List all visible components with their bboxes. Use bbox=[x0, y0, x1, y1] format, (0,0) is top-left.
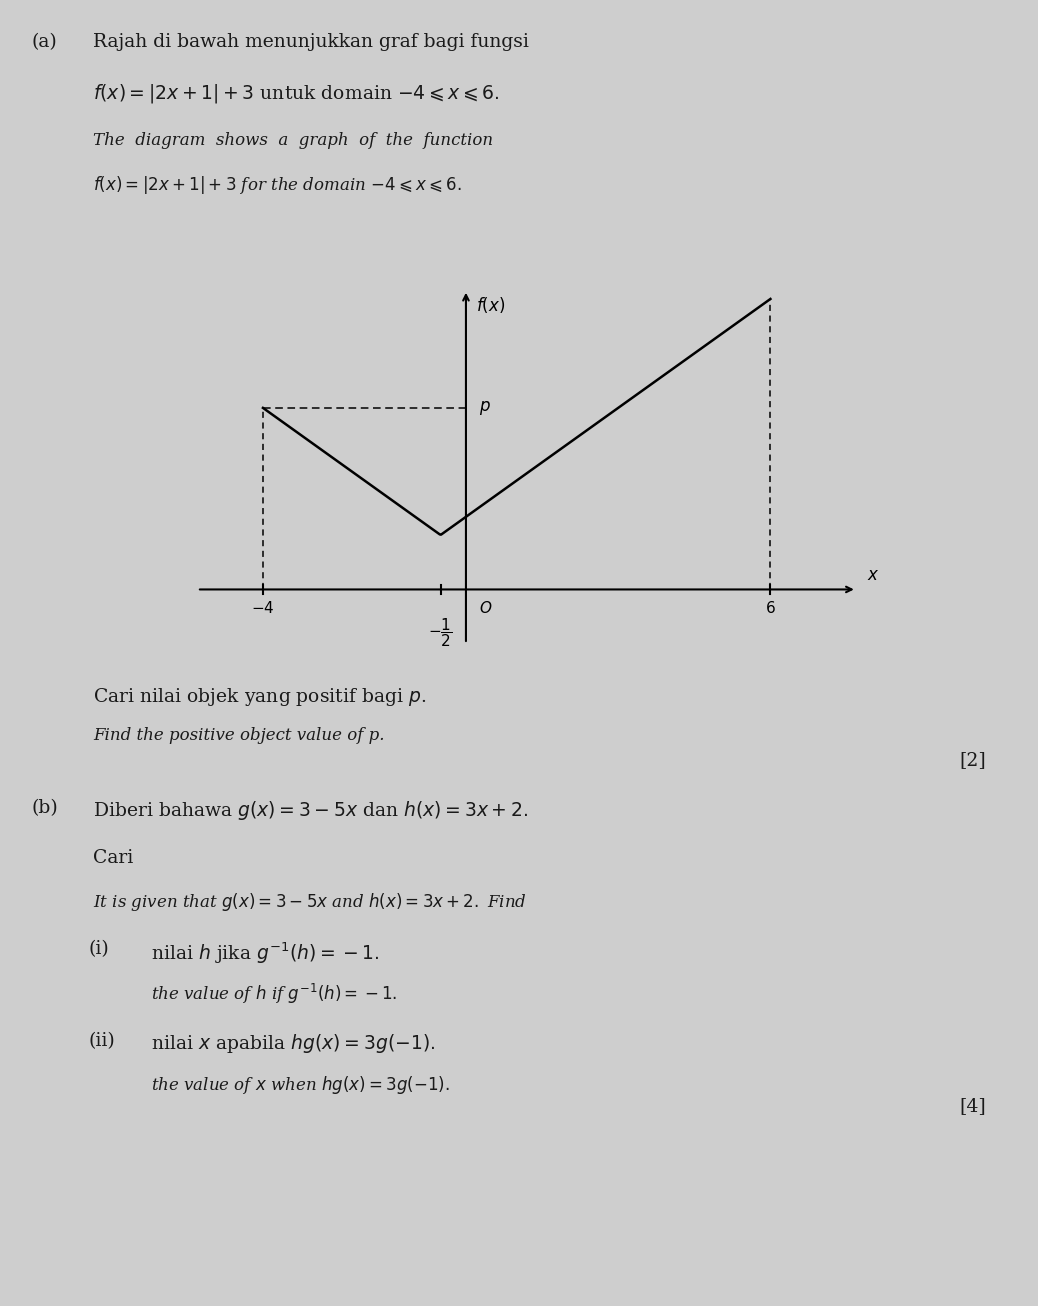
Text: $f(x) = |2x + 1| + 3$ untuk domain $-4 \leqslant x \leqslant 6.$: $f(x) = |2x + 1| + 3$ untuk domain $-4 \… bbox=[93, 82, 500, 106]
Text: (ii): (ii) bbox=[88, 1032, 115, 1050]
Text: $f(x) = |2x + 1| + 3$ for the domain $-4 \leqslant x \leqslant 6.$: $f(x) = |2x + 1| + 3$ for the domain $-4… bbox=[93, 174, 462, 196]
Text: $p$: $p$ bbox=[479, 398, 491, 417]
Text: nilai $h$ jika $g^{-1}(h) = -1.$: nilai $h$ jika $g^{-1}(h) = -1.$ bbox=[151, 940, 379, 966]
Text: the value of $h$ if $g^{-1}(h) = -1.$: the value of $h$ if $g^{-1}(h) = -1.$ bbox=[151, 982, 397, 1006]
Text: $6$: $6$ bbox=[765, 601, 775, 616]
Text: Cari nilai objek yang positif bagi $p$.: Cari nilai objek yang positif bagi $p$. bbox=[93, 686, 427, 708]
Text: $O$: $O$ bbox=[479, 601, 492, 616]
Text: Diberi bahawa $g(x) = 3 - 5x$ dan $h(x) = 3x + 2.$: Diberi bahawa $g(x) = 3 - 5x$ dan $h(x) … bbox=[93, 799, 528, 823]
Text: (b): (b) bbox=[31, 799, 58, 818]
Text: Rajah di bawah menunjukkan graf bagi fungsi: Rajah di bawah menunjukkan graf bagi fun… bbox=[93, 33, 529, 51]
Text: [2]: [2] bbox=[959, 751, 986, 769]
Text: [4]: [4] bbox=[959, 1097, 986, 1115]
Text: nilai $x$ apabila $hg(x) = 3g(-1).$: nilai $x$ apabila $hg(x) = 3g(-1).$ bbox=[151, 1032, 435, 1055]
Text: $-\dfrac{1}{2}$: $-\dfrac{1}{2}$ bbox=[429, 616, 453, 649]
Text: Cari: Cari bbox=[93, 849, 134, 867]
Text: the value of $x$ when $hg(x) = 3g(-1).$: the value of $x$ when $hg(x) = 3g(-1).$ bbox=[151, 1074, 449, 1096]
Text: Find the positive object value of p.: Find the positive object value of p. bbox=[93, 727, 385, 744]
Text: (a): (a) bbox=[31, 33, 57, 51]
Text: $-4$: $-4$ bbox=[251, 601, 275, 616]
Text: (i): (i) bbox=[88, 940, 109, 959]
Text: $x$: $x$ bbox=[867, 567, 879, 584]
Text: $f(x)$: $f(x)$ bbox=[476, 295, 506, 315]
Text: It is given that $g(x) = 3 - 5x$ and $h(x) = 3x + 2.$ Find: It is given that $g(x) = 3 - 5x$ and $h(… bbox=[93, 891, 527, 913]
Text: The  diagram  shows  a  graph  of  the  function: The diagram shows a graph of the functio… bbox=[93, 132, 493, 149]
